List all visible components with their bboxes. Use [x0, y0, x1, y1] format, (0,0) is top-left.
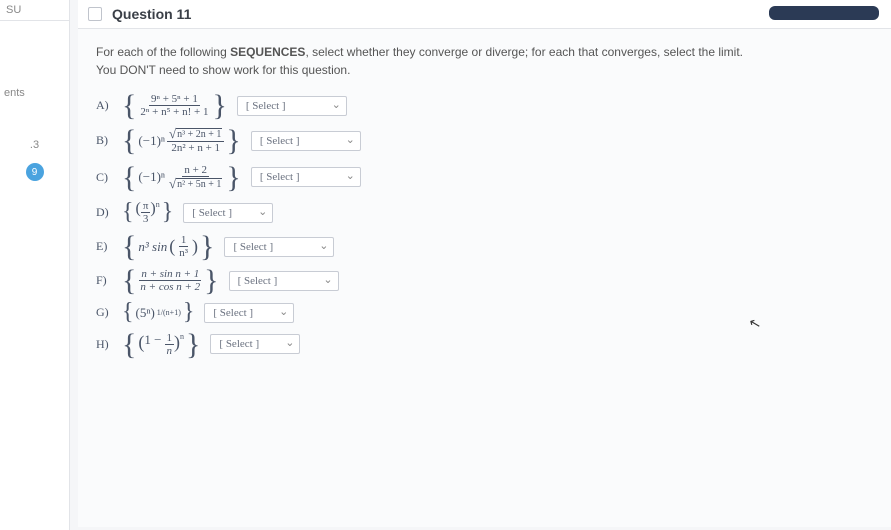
part-label: H): [96, 337, 112, 352]
exponent: 1/(n+1): [157, 308, 181, 317]
part-label: E): [96, 239, 112, 254]
frac-den: n: [165, 345, 175, 357]
inner-a: 1 −: [144, 332, 161, 348]
formula-d: { ( π 3 ) n }: [122, 200, 173, 225]
frac-den: n³: [177, 247, 190, 259]
select-f[interactable]: [ Select ]: [229, 271, 339, 291]
frac-den: 3: [141, 213, 151, 225]
exponent: n: [156, 200, 160, 209]
part-a: A) { 9ⁿ + 5ⁿ + 1 2ⁿ + n⁵ + n! + 1 } [ Se…: [96, 93, 873, 118]
coef: n³ sin: [138, 239, 167, 255]
formula-c: { (−1)ⁿ n + 2 n² + 5n + 1 }: [122, 164, 241, 191]
select-a[interactable]: [ Select ]: [237, 96, 347, 116]
redacted-name: [769, 6, 879, 20]
select-c[interactable]: [ Select ]: [251, 167, 361, 187]
select-e[interactable]: [ Select ]: [224, 237, 334, 257]
part-label: D): [96, 205, 112, 220]
sidebar-tab: SU: [0, 0, 69, 21]
part-label: A): [96, 98, 112, 113]
frac-den: n + cos n + 2: [138, 281, 202, 293]
formula-h: { ( 1 − 1 n ) n }: [122, 332, 200, 357]
part-label: F): [96, 273, 112, 288]
formula-f: { n + sin n + 1 n + cos n + 2 }: [122, 268, 219, 293]
select-d[interactable]: [ Select ]: [183, 203, 273, 223]
formula-e: { n³ sin ( 1 n³ ) }: [122, 234, 214, 259]
frac-num: 1: [165, 332, 175, 345]
part-d: D) { ( π 3 ) n } [ Select ]: [96, 200, 873, 225]
formula-b: { (−1)ⁿ n³ + 2n + 1 2n² + n + 1 }: [122, 127, 241, 154]
select-h[interactable]: [ Select ]: [210, 334, 300, 354]
question-content: For each of the following SEQUENCES, sel…: [78, 29, 891, 527]
formula-g: { (5ⁿ)1/(n+1) }: [122, 303, 194, 322]
part-label: C): [96, 170, 112, 185]
sqrt-body: n³ + 2n + 1: [176, 128, 222, 140]
intro-text-c: , select whether they converge or diverg…: [305, 45, 743, 59]
left-sidebar: SU ents .3 9: [0, 0, 70, 530]
part-label: G): [96, 305, 112, 320]
base: (5ⁿ): [136, 305, 155, 321]
question-title: Question 11: [112, 6, 191, 22]
sidebar-section: .3: [0, 139, 69, 151]
coef: (−1)ⁿ: [138, 169, 165, 185]
question-intro: For each of the following SEQUENCES, sel…: [96, 43, 873, 79]
coef: (−1)ⁿ: [138, 133, 165, 149]
sqrt-body: n² + 5n + 1: [176, 178, 222, 190]
part-c: C) { (−1)ⁿ n + 2 n² + 5n + 1 } [ Select …: [96, 164, 873, 191]
select-g[interactable]: [ Select ]: [204, 303, 294, 323]
main-panel: Question 11 For each of the following SE…: [78, 0, 891, 530]
intro-bold: SEQUENCES: [230, 45, 305, 59]
intro-line2: You DON'T need to show work for this que…: [96, 63, 350, 77]
frac-num: n + 2: [182, 164, 209, 177]
intro-text-a: For each of the following: [96, 45, 230, 59]
exponent: n: [180, 332, 184, 341]
frac-num: n + sin n + 1: [139, 268, 201, 281]
part-b: B) { (−1)ⁿ n³ + 2n + 1 2n² + n + 1 } [ S…: [96, 127, 873, 154]
part-f: F) { n + sin n + 1 n + cos n + 2 } [ Sel…: [96, 268, 873, 293]
frac-num: π: [141, 200, 151, 213]
frac-den: 2n² + n + 1: [169, 142, 222, 154]
formula-a: { 9ⁿ + 5ⁿ + 1 2ⁿ + n⁵ + n! + 1 }: [122, 93, 227, 118]
frac-num: 9ⁿ + 5ⁿ + 1: [149, 93, 200, 106]
sidebar-nav-label: ents: [0, 75, 69, 111]
frac-den: 2ⁿ + n⁵ + n! + 1: [138, 106, 210, 118]
flag-checkbox[interactable]: [88, 7, 102, 21]
question-nav-current[interactable]: 9: [26, 163, 44, 181]
select-b[interactable]: [ Select ]: [251, 131, 361, 151]
part-label: B): [96, 133, 112, 148]
frac-num: 1: [179, 234, 189, 247]
part-h: H) { ( 1 − 1 n ) n } [ Select ]: [96, 332, 873, 357]
part-e: E) { n³ sin ( 1 n³ ) } [ Select ]: [96, 234, 873, 259]
